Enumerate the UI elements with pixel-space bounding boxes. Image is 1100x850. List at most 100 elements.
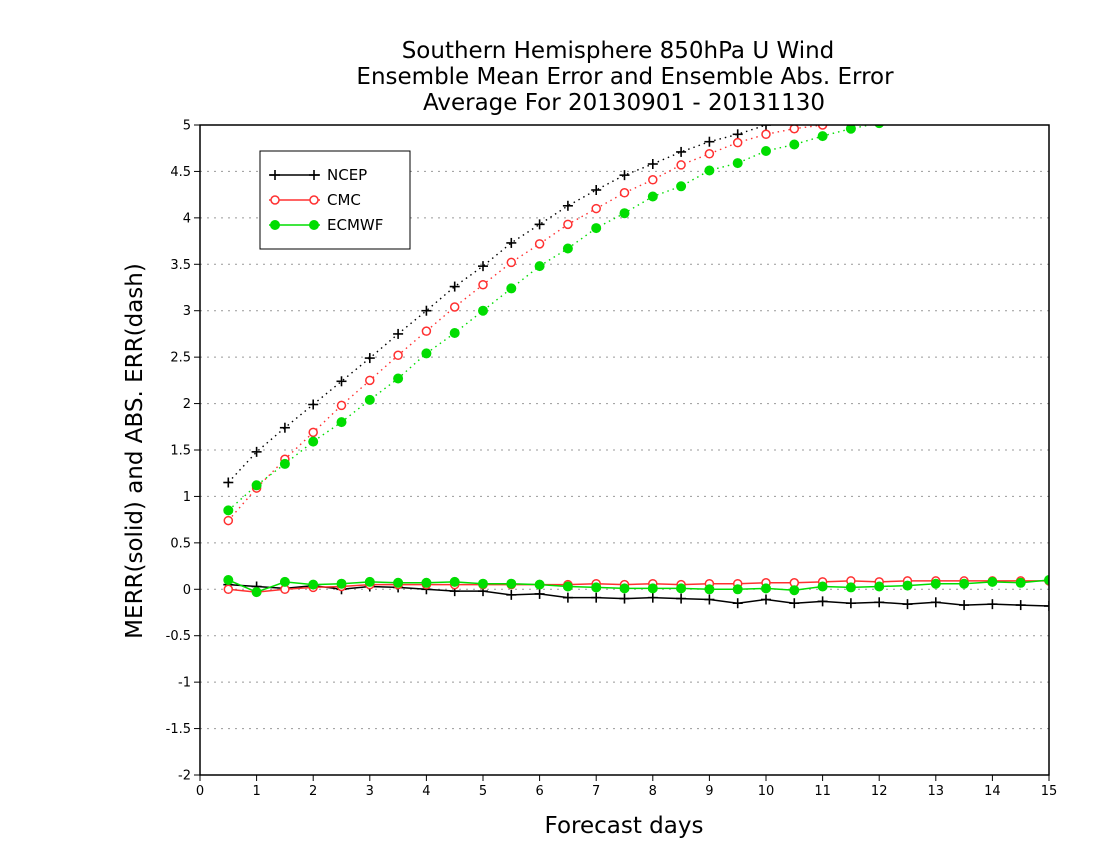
point-ecmwf-abs-err	[336, 417, 347, 428]
title-line-1: Southern Hemisphere 850hPa U Wind	[402, 38, 835, 64]
point-ecmwf-abs-err	[874, 125, 884, 129]
point-ecmwf-merr	[336, 578, 347, 589]
point-ncep-abs-err	[732, 129, 743, 140]
point-ncep-merr	[1015, 600, 1026, 611]
point-ecmwf-abs-err	[960, 102, 969, 111]
point-ecmwf-abs-err	[223, 505, 234, 516]
point-ecmwf-abs-err	[591, 223, 602, 234]
axis-ticks	[194, 124, 1050, 781]
point-ncep-abs-err	[987, 57, 997, 67]
legend-item-ncep: NCEP	[269, 166, 367, 184]
point-ecmwf-abs-err	[308, 436, 319, 447]
legend-item-cmc: CMC	[269, 191, 361, 209]
point-cmc-abs-err	[932, 99, 940, 107]
y-tick-label: -0.5	[166, 629, 191, 644]
point-ecmwf-merr	[1015, 577, 1026, 588]
y-tick-label: 1	[183, 490, 191, 505]
legend-marker-ncep-left	[270, 170, 280, 180]
point-cmc-abs-err	[506, 257, 517, 268]
point-ecmwf-abs-err	[1045, 85, 1054, 94]
point-ncep-abs-err	[421, 305, 432, 316]
point-ecmwf-merr	[591, 582, 602, 593]
point-ncep-merr	[959, 600, 970, 611]
point-cmc-abs-err	[875, 110, 883, 118]
point-ncep-merr	[761, 594, 771, 605]
point-ncep-merr	[789, 598, 800, 609]
legend-marker-ncep-right	[309, 170, 319, 180]
point-ecmwf-abs-err	[506, 283, 517, 294]
legend: NCEP CMC ECMWF	[259, 150, 411, 250]
point-cmc-abs-err	[648, 175, 658, 185]
point-ecmwf-abs-err	[761, 146, 771, 156]
point-ecmwf-abs-err	[619, 208, 630, 219]
point-ecmwf-merr	[478, 578, 488, 589]
point-ecmwf-merr	[562, 581, 573, 592]
point-ncep-abs-err	[562, 200, 573, 211]
y-tick-label: 1.5	[170, 444, 191, 459]
point-ecmwf-abs-err	[931, 108, 940, 117]
point-ecmwf-merr	[874, 581, 885, 592]
point-ecmwf-abs-err	[1016, 91, 1025, 100]
line-ncep-abs-err	[227, 125, 769, 483]
point-ncep-abs-err	[676, 146, 687, 157]
series-layer	[223, 46, 1054, 611]
point-ecmwf-merr	[223, 575, 234, 585]
point-ncep-merr	[874, 597, 885, 608]
point-ncep-merr	[534, 588, 545, 599]
point-ecmwf-abs-err	[789, 139, 800, 150]
x-tick-label: 3	[366, 784, 374, 799]
point-cmc-abs-err	[732, 137, 743, 148]
x-tick-label: 14	[984, 784, 1001, 799]
legend-marker-cmc-right	[309, 195, 319, 205]
y-tick-label: -1	[178, 676, 191, 691]
point-cmc-abs-err	[478, 279, 488, 290]
point-cmc-abs-err	[534, 239, 545, 249]
point-ecmwf-abs-err	[279, 458, 290, 469]
legend-label-ncep: NCEP	[327, 166, 367, 184]
point-ncep-abs-err	[959, 62, 969, 72]
y-tick-label: 3.5	[170, 258, 191, 273]
point-ncep-merr	[902, 599, 913, 610]
point-ncep-abs-err	[364, 353, 375, 364]
point-ncep-abs-err	[534, 219, 545, 230]
point-ecmwf-abs-err	[988, 96, 997, 105]
point-cmc-abs-err	[988, 88, 996, 96]
point-ncep-abs-err	[761, 125, 771, 130]
point-cmc-abs-err	[308, 427, 318, 438]
point-ncep-merr	[704, 594, 715, 605]
point-cmc-abs-err	[365, 375, 375, 386]
point-ecmwf-merr	[987, 576, 998, 587]
x-tick-label: 15	[1041, 784, 1058, 799]
point-ncep-merr	[732, 598, 743, 609]
point-ecmwf-merr	[364, 576, 375, 587]
x-tick-label: 7	[592, 784, 600, 799]
point-ncep-abs-err	[903, 75, 913, 85]
legend-label-ecmwf: ECMWF	[327, 216, 383, 234]
point-ncep-abs-err	[647, 159, 658, 169]
x-axis-label: Forecast days	[545, 813, 704, 839]
x-tick-label: 1	[252, 784, 260, 799]
line-cmc-abs-err	[227, 125, 827, 522]
point-ncep-abs-err	[308, 399, 319, 410]
point-ncep-merr	[647, 592, 658, 603]
point-ecmwf-merr	[421, 577, 432, 588]
point-ncep-abs-err	[1044, 46, 1054, 56]
point-ecmwf-abs-err	[845, 125, 856, 134]
point-ecmwf-merr	[704, 584, 715, 595]
x-tick-label: 11	[814, 784, 831, 799]
y-tick-label: 4	[183, 211, 191, 226]
point-ecmwf-merr	[393, 577, 404, 588]
point-cmc-abs-err	[619, 188, 630, 198]
point-cmc-merr	[223, 584, 234, 595]
point-ncep-abs-err	[393, 328, 404, 339]
point-cmc-abs-err	[849, 125, 852, 126]
point-ncep-merr	[987, 599, 998, 610]
title-line-2: Ensemble Mean Error and Ensemble Abs. Er…	[356, 64, 894, 90]
legend-marker-ecmwf-right	[309, 220, 319, 230]
point-ncep-abs-err	[704, 136, 715, 147]
point-ncep-abs-err	[846, 92, 856, 102]
point-ecmwf-abs-err	[478, 305, 488, 316]
point-ecmwf-merr	[761, 583, 771, 594]
point-ecmwf-merr	[308, 579, 319, 590]
